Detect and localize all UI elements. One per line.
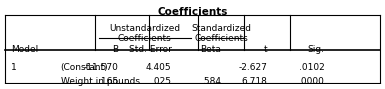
Text: Sig.: Sig.: [307, 45, 325, 54]
Text: .165: .165: [98, 78, 118, 87]
Text: .025: .025: [151, 78, 171, 87]
Text: B: B: [112, 45, 118, 54]
Text: -11.570: -11.570: [83, 63, 118, 72]
Text: Unstandardized
Coefficients: Unstandardized Coefficients: [109, 24, 180, 43]
Text: 1: 1: [11, 63, 17, 72]
Text: t: t: [263, 45, 267, 54]
Text: Std. Error: Std. Error: [129, 45, 171, 54]
Text: .584: .584: [201, 78, 221, 87]
Text: 4.405: 4.405: [146, 63, 171, 72]
Text: Model: Model: [11, 45, 38, 54]
Text: .0000: .0000: [298, 78, 325, 87]
Text: Coefficients: Coefficients: [157, 7, 228, 17]
Text: 6.718: 6.718: [241, 78, 267, 87]
Text: Beta: Beta: [200, 45, 221, 54]
Text: .0102: .0102: [299, 63, 325, 72]
Text: (Constant): (Constant): [60, 63, 108, 72]
Text: Weight in pounds: Weight in pounds: [60, 78, 140, 87]
Text: -2.627: -2.627: [238, 63, 267, 72]
Text: Standardized
Coefficients: Standardized Coefficients: [191, 24, 251, 43]
